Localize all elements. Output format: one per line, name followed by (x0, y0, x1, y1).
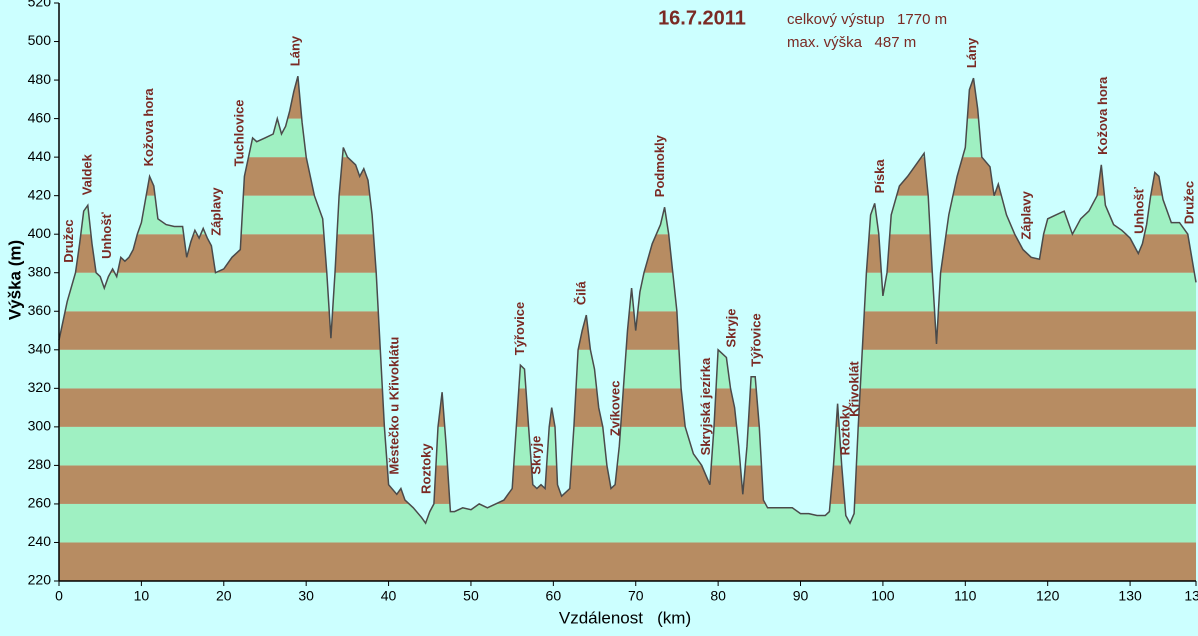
elevation-band (59, 388, 1196, 427)
y-tick-label: 240 (28, 533, 52, 549)
place-label: Lány (288, 35, 303, 66)
place-label: Skryje (724, 308, 739, 347)
place-label: Roztoky (419, 443, 434, 494)
y-tick-label: 340 (28, 341, 52, 357)
x-tick-label: 70 (628, 588, 644, 604)
place-label: Skryje (528, 436, 543, 475)
place-label: Týřovice (512, 302, 527, 355)
y-tick-label: 460 (28, 109, 52, 125)
elevation-band (59, 426, 1196, 466)
x-tick-label: 60 (546, 588, 562, 604)
place-label: Lány (964, 37, 979, 68)
place-label: Píska (872, 159, 887, 194)
y-tick-label: 400 (28, 225, 52, 241)
x-tick-label: 130 (1118, 588, 1142, 604)
place-label: Týřovice (748, 313, 763, 366)
elevation-band (59, 503, 1196, 543)
x-axis-label: Vzdálenost (km) (559, 608, 691, 627)
y-axis-label: Výška (m) (5, 240, 24, 320)
y-tick-label: 380 (28, 263, 52, 279)
x-tick-label: 120 (1036, 588, 1060, 604)
x-tick-label: 90 (793, 588, 809, 604)
annotation: max. výška 487 m (787, 34, 916, 51)
y-tick-label: 320 (28, 379, 52, 395)
elevation-band (59, 542, 1196, 581)
y-tick-label: 440 (28, 148, 52, 164)
y-tick-label: 220 (28, 572, 52, 588)
place-label: Valdek (79, 153, 94, 195)
profile-line (58, 76, 1197, 525)
place-label: Unhošť (1131, 186, 1146, 233)
place-label: Roztoky (837, 404, 852, 455)
place-label: Skryjská jezírka (698, 357, 713, 455)
place-label: Kožova hora (141, 88, 156, 167)
elevation-band (59, 465, 1196, 504)
place-label: Zvíkovec (607, 380, 622, 436)
place-label: Kožova hora (1095, 76, 1110, 155)
y-tick-label: 500 (28, 32, 52, 48)
y-tick-label: 360 (28, 302, 52, 318)
chart-title: 16.7.2011 (658, 7, 746, 29)
x-tick-label: 100 (871, 588, 895, 604)
y-tick-label: 520 (28, 0, 52, 10)
y-tick-label: 280 (28, 456, 52, 472)
place-label: Záplavy (209, 187, 224, 236)
x-tick-label: 40 (381, 588, 397, 604)
place-label: Podmokly (652, 134, 667, 197)
place-label: Tuchlovice (232, 99, 247, 166)
x-tick-label: 110 (954, 588, 977, 604)
y-tick-label: 420 (28, 186, 52, 202)
x-tick-label: 10 (134, 588, 150, 604)
place-label: Čilá (574, 281, 589, 306)
place-label: Záplavy (1019, 190, 1034, 239)
x-tick-label: 30 (298, 588, 314, 604)
place-label: Družec (1182, 181, 1197, 224)
x-tick-label: 0 (55, 588, 63, 604)
y-tick-label: 260 (28, 495, 52, 511)
annotation: celkový výstup 1770 m (787, 11, 947, 28)
elevation-band (59, 349, 1196, 389)
y-tick-label: 480 (28, 71, 52, 87)
place-label: Družec (61, 219, 76, 262)
x-tick-label: 138 (1184, 588, 1198, 604)
x-tick-label: 20 (216, 588, 232, 604)
plot: 2202402602803003203403603804004204404604… (28, 0, 1198, 604)
place-label: Městečko u Křivoklátu (387, 337, 402, 475)
place-label: Unhošť (99, 211, 114, 258)
x-tick-label: 50 (463, 588, 479, 604)
place-label: Křivoklát (846, 361, 861, 417)
x-tick-label: 80 (710, 588, 726, 604)
y-tick-label: 300 (28, 418, 52, 434)
